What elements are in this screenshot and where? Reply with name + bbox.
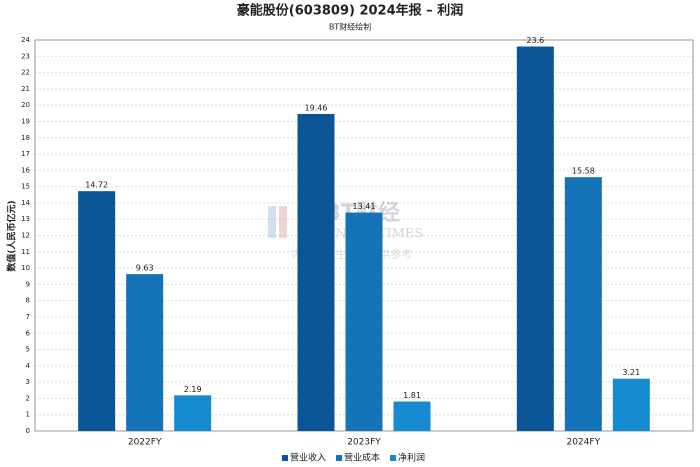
x-tick-label: 2023FY [347,438,381,448]
data-label: 19.46 [305,103,328,112]
legend-label: 营业收入 [290,452,326,464]
legend-swatch [336,455,343,461]
y-tick-label: 4 [26,362,31,370]
chart-subtitle: BT财经绘制 [329,22,371,32]
bar [126,274,164,431]
y-tick-label: 22 [21,69,30,77]
y-tick-label: 6 [26,329,31,337]
y-tick-label: 9 [26,280,30,288]
y-tick-label: 20 [21,101,30,109]
y-tick-label: 10 [21,264,30,272]
bar [174,395,212,431]
x-tick-label: 2022FY [128,438,162,448]
y-tick-label: 8 [26,297,30,305]
y-tick-label: 18 [21,134,30,142]
data-label: 13.41 [353,202,376,211]
data-label: 2.19 [184,385,202,394]
bar [612,378,650,431]
data-label: 9.63 [136,264,154,273]
y-tick-label: 15 [21,183,30,191]
x-tick-label: 2024FY [567,438,601,448]
y-tick-label: 21 [21,85,30,93]
bar [297,113,335,431]
y-tick-label: 19 [21,117,30,125]
chart-title: 豪能股份(603809) 2024年报 – 利润 [237,3,463,19]
y-tick-label: 24 [21,36,30,44]
watermark-logo [268,206,276,238]
y-tick-label: 5 [26,346,30,354]
data-label: 1.81 [403,391,421,400]
data-label: 14.72 [85,181,108,190]
bar [564,177,602,431]
y-tick-label: 11 [21,248,30,256]
bar [78,191,116,431]
bar [345,212,383,431]
y-tick-label: 16 [21,166,30,174]
data-label: 15.58 [572,167,595,176]
y-axis-label: 数值(人民币亿元) [6,200,18,271]
y-tick-label: 7 [26,313,30,321]
legend-label: 营业成本 [344,452,380,464]
y-tick-label: 13 [21,215,30,223]
y-tick-label: 3 [26,378,30,386]
y-tick-label: 14 [21,199,30,207]
bar [516,46,554,432]
y-tick-label: 17 [21,150,30,158]
y-tick-label: 12 [21,232,30,240]
y-tick-label: 2 [26,394,30,402]
data-label: 3.21 [622,368,640,377]
legend-swatch [390,455,397,461]
data-label: 23.6 [526,36,544,45]
y-tick-label: 1 [26,411,30,419]
legend-swatch [282,455,288,461]
y-tick-label: 0 [26,427,30,435]
watermark-logo [279,206,287,238]
y-tick-label: 23 [21,52,30,60]
legend-label: 净利润 [398,452,425,464]
bar [393,401,431,431]
